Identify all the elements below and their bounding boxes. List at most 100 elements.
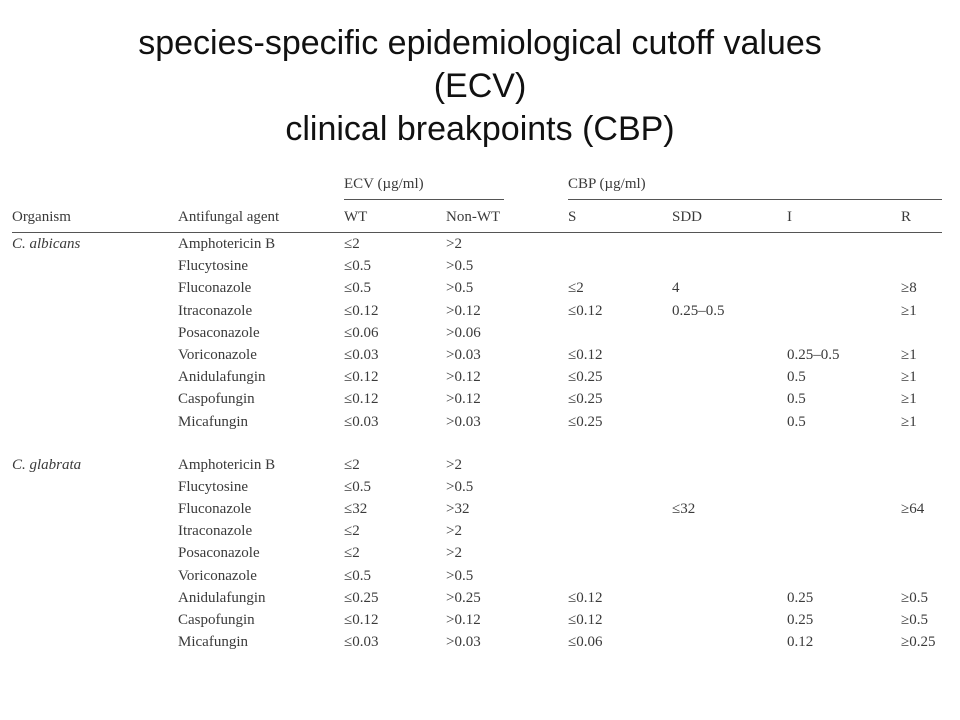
cell-wt: ≤0.25 — [344, 589, 379, 606]
cell-nonwt: >0.12 — [446, 391, 481, 408]
cell-nonwt: >0.03 — [446, 413, 481, 430]
cell-i: 0.5 — [787, 391, 806, 408]
col-organism: Organism — [12, 209, 71, 225]
cell-nonwt: >2 — [446, 456, 462, 473]
cell-r: ≥0.5 — [901, 589, 928, 606]
cell-agent: Fluconazole — [178, 501, 252, 518]
col-sdd: SDD — [672, 209, 703, 225]
cell-wt: ≤0.03 — [344, 346, 379, 363]
cell-r: ≥1 — [901, 302, 917, 319]
cell-nonwt: >2 — [446, 523, 462, 540]
table-row: Anidulafungin ≤0.25 >0.25 ≤0.12 0.25 ≥0.5 — [12, 587, 942, 609]
cell-agent: Micafungin — [178, 634, 248, 651]
cell-agent: Amphotericin B — [178, 236, 276, 252]
table-column-header: Organism Antifungal agent WT Non-WT S SD… — [12, 200, 942, 233]
cell-wt: ≤0.12 — [344, 369, 379, 386]
cell-wt: ≤0.5 — [344, 280, 371, 297]
cell-nonwt: >0.12 — [446, 369, 481, 386]
table-row: Micafungin ≤0.03 >0.03 ≤0.25 0.5 ≥1 — [12, 411, 942, 433]
cell-wt: ≤0.12 — [344, 391, 379, 408]
cell-s: ≤0.12 — [568, 612, 603, 628]
cell-i: 0.5 — [787, 413, 806, 430]
cbp-group-header: CBP (µg/ml) — [568, 176, 646, 192]
cell-nonwt: >0.12 — [446, 612, 481, 628]
col-i: I — [787, 209, 792, 225]
cell-s: ≤2 — [568, 280, 584, 297]
cell-i: 0.25 — [787, 589, 814, 606]
table-row: C. albicans Amphotericin B ≤2 >2 — [12, 233, 942, 255]
title-line-2: (ECV) — [433, 67, 527, 105]
cell-wt: ≤2 — [344, 236, 360, 252]
table-row: Caspofungin ≤0.12 >0.12 ≤0.25 0.5 ≥1 — [12, 388, 942, 410]
cell-wt: ≤32 — [344, 501, 368, 518]
cell-organism: C. albicans — [12, 236, 81, 252]
cell-s: ≤0.12 — [568, 346, 603, 363]
cell-nonwt: >0.5 — [446, 478, 474, 495]
cell-wt: ≤0.12 — [344, 612, 379, 628]
cell-nonwt: >0.5 — [446, 567, 474, 584]
cell-agent: Anidulafungin — [178, 369, 266, 386]
col-nonwt: Non-WT — [446, 209, 501, 225]
table-row: Posaconazole ≤2 >2 — [12, 542, 942, 564]
title-line-1: species-specific epidemiological cutoff … — [138, 24, 822, 62]
table-row: Flucytosine ≤0.5 >0.5 — [12, 255, 942, 277]
col-r: R — [901, 209, 912, 225]
cell-agent: Itraconazole — [178, 302, 253, 319]
cell-sdd: ≤32 — [672, 501, 696, 518]
cell-agent: Caspofungin — [178, 612, 255, 628]
cell-agent: Posaconazole — [178, 545, 260, 562]
cell-wt: ≤2 — [344, 456, 360, 473]
cell-wt: ≤2 — [344, 545, 360, 562]
ecv-group-header: ECV (µg/ml) — [344, 176, 424, 192]
cell-r: ≥0.25 — [901, 634, 936, 651]
cell-agent: Itraconazole — [178, 523, 253, 540]
col-wt: WT — [344, 209, 368, 225]
cell-agent: Posaconazole — [178, 324, 260, 341]
cell-wt: ≤0.03 — [344, 413, 379, 430]
table-row: Caspofungin ≤0.12 >0.12 ≤0.12 0.25 ≥0.5 — [12, 609, 942, 631]
cell-wt: ≤0.03 — [344, 634, 379, 651]
cell-sdd: 0.25–0.5 — [672, 302, 725, 319]
cell-nonwt: >0.25 — [446, 589, 481, 606]
cbp-group-rule — [568, 199, 942, 200]
table-row: Fluconazole ≤0.5 >0.5 ≤2 4 ≥8 — [12, 277, 942, 299]
table-row: Posaconazole ≤0.06 >0.06 — [12, 322, 942, 344]
table-group-header: ECV (µg/ml) CBP (µg/ml) — [12, 170, 942, 200]
table-row: Micafungin ≤0.03 >0.03 ≤0.06 0.12 ≥0.25 — [12, 631, 942, 653]
table-row: Voriconazole ≤0.03 >0.03 ≤0.12 0.25–0.5 ≥1 — [12, 344, 942, 366]
cell-agent: Flucytosine — [178, 258, 248, 275]
col-s: S — [568, 209, 577, 225]
cell-nonwt: >0.5 — [446, 258, 474, 275]
cell-nonwt: >2 — [446, 236, 462, 252]
cell-agent: Micafungin — [178, 413, 248, 430]
cell-agent: Flucytosine — [178, 478, 248, 495]
table-row: Anidulafungin ≤0.12 >0.12 ≤0.25 0.5 ≥1 — [12, 366, 942, 388]
cell-nonwt: >0.06 — [446, 324, 481, 341]
cell-agent: Fluconazole — [178, 280, 252, 297]
table-row: C. glabrata Amphotericin B ≤2 >2 — [12, 454, 942, 476]
cell-organism: C. glabrata — [12, 456, 82, 473]
cell-agent: Anidulafungin — [178, 589, 266, 606]
cell-i: 0.25 — [787, 612, 814, 628]
group-spacer — [12, 433, 942, 454]
cell-s: ≤0.25 — [568, 369, 603, 386]
cell-sdd: 4 — [672, 280, 680, 297]
cell-s: ≤0.12 — [568, 302, 603, 319]
cell-agent: Voriconazole — [178, 346, 257, 363]
title-line-3: clinical breakpoints (CBP) — [285, 110, 675, 148]
ecv-group-rule — [344, 199, 504, 200]
cell-r: ≥0.5 — [901, 612, 928, 628]
cell-nonwt: >32 — [446, 501, 470, 518]
cell-s: ≤0.12 — [568, 589, 603, 606]
cell-i: 0.5 — [787, 369, 806, 386]
cell-s: ≤0.25 — [568, 413, 603, 430]
cell-nonwt: >0.03 — [446, 346, 481, 363]
cell-r: ≥1 — [901, 413, 917, 430]
cell-nonwt: >2 — [446, 545, 462, 562]
cell-i: 0.12 — [787, 634, 814, 651]
cell-nonwt: >0.12 — [446, 302, 481, 319]
breakpoint-table: ECV (µg/ml) CBP (µg/ml) Organism Antifun… — [12, 170, 942, 653]
table-row: Flucytosine ≤0.5 >0.5 — [12, 476, 942, 498]
table-row: Itraconazole ≤2 >2 — [12, 520, 942, 542]
